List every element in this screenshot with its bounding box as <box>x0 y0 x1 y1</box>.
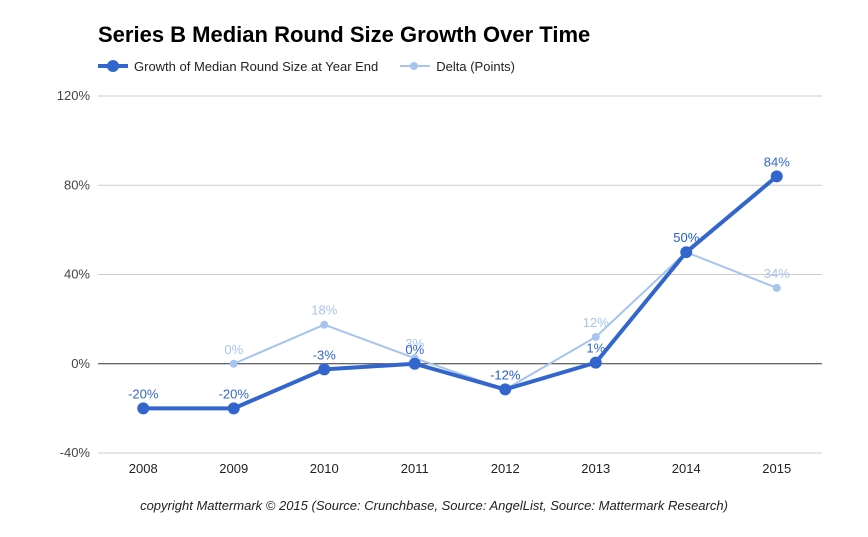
data-point-1 <box>320 320 329 329</box>
x-tick-label: 2010 <box>310 461 339 476</box>
legend-item-delta[interactable]: Delta (Points) <box>400 59 515 74</box>
x-tick-label: 2008 <box>129 461 158 476</box>
data-label-0: 0% <box>405 342 424 357</box>
data-label-0: 1% <box>586 341 605 356</box>
y-tick-label: -40% <box>60 445 91 460</box>
data-label-1: 3% <box>405 336 424 351</box>
x-tick-label: 2012 <box>491 461 520 476</box>
y-tick-label: 40% <box>64 267 90 282</box>
x-tick-label: 2011 <box>401 461 429 476</box>
y-tick-label: 120% <box>57 88 91 103</box>
data-point-0 <box>408 357 421 370</box>
x-tick-label: 2009 <box>219 461 248 476</box>
x-tick-label: 2013 <box>581 461 610 476</box>
data-point-0 <box>680 246 693 259</box>
legend-label-delta: Delta (Points) <box>436 58 516 74</box>
data-point-1 <box>772 283 781 292</box>
source-footer: copyright Mattermark © 2015 (Source: Cru… <box>140 498 728 513</box>
data-label-1: 34% <box>764 266 790 281</box>
series-line-0 <box>143 174 779 411</box>
data-label-1: 12% <box>583 315 609 330</box>
data-label-1: -12% <box>490 367 521 382</box>
legend-swatch-delta <box>400 59 431 73</box>
data-label-0: 84% <box>764 154 790 169</box>
y-tick-label: 80% <box>64 177 90 192</box>
data-point-0 <box>770 170 783 183</box>
data-label-1: 50% <box>673 230 699 245</box>
data-point-0 <box>227 402 240 415</box>
data-label-0: -20% <box>128 386 159 401</box>
data-label-0: -3% <box>313 347 337 362</box>
x-tick-label: 2014 <box>672 461 701 476</box>
data-point-1 <box>591 332 600 341</box>
legend-item-growth[interactable]: Growth of Median Round Size at Year End <box>98 59 378 74</box>
data-point-0 <box>589 356 602 369</box>
data-label-1: 18% <box>311 303 337 318</box>
legend-swatch-growth <box>98 59 128 73</box>
data-label-0: 50% <box>673 230 699 245</box>
data-point-0 <box>318 363 331 376</box>
data-label-0: -20% <box>219 386 250 401</box>
chart-title: Series B Median Round Size Growth Over T… <box>98 22 591 47</box>
data-label-1: 0% <box>224 342 243 357</box>
legend-label-growth: Growth of Median Round Size at Year End <box>134 58 379 74</box>
data-point-0 <box>499 383 512 396</box>
x-tick-label: 2015 <box>762 461 791 476</box>
data-point-1 <box>229 359 238 368</box>
y-tick-label: 0% <box>71 356 90 371</box>
data-point-0 <box>137 402 150 415</box>
chart-legend: Growth of Median Round Size at Year End … <box>98 56 537 76</box>
data-label-0: -12% <box>490 367 521 382</box>
